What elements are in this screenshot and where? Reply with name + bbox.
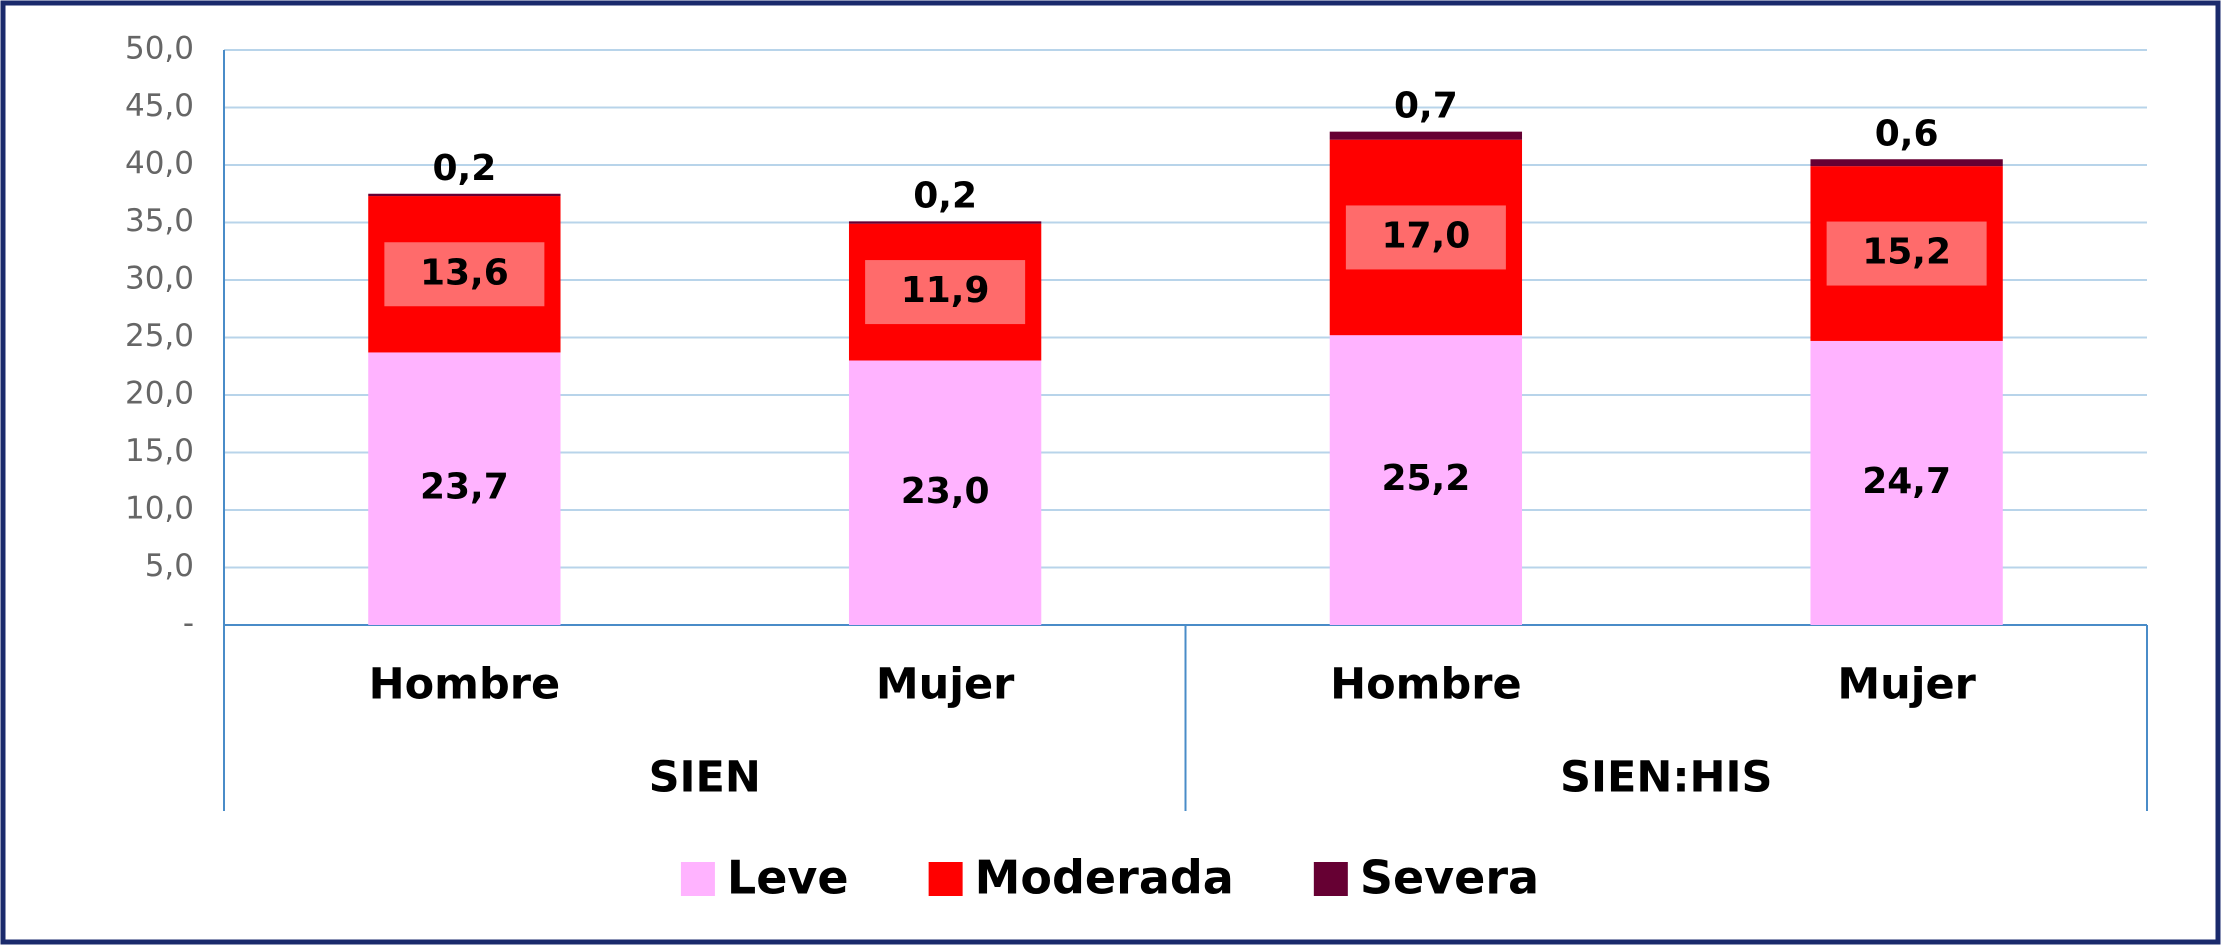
y-tick-label: 50,0 xyxy=(125,31,194,67)
bar-segment xyxy=(1810,340,2003,625)
legend-swatch xyxy=(928,862,963,896)
data-label: 0,7 xyxy=(1394,86,1458,127)
data-label: 13,6 xyxy=(420,252,509,293)
label-box xyxy=(1826,221,1987,286)
y-tick-label: 10,0 xyxy=(125,491,194,527)
bar-segment xyxy=(848,360,1042,625)
data-label: 25,2 xyxy=(1381,458,1470,499)
data-label: 0,6 xyxy=(1875,113,1939,154)
y-tick-label: - xyxy=(183,606,194,642)
x-tick-label: Mujer xyxy=(1837,660,1976,710)
legend-label: Moderada xyxy=(975,851,1234,905)
x-tick-label: Mujer xyxy=(876,660,1015,710)
y-tick-label: 5,0 xyxy=(145,548,194,584)
label-box xyxy=(1345,205,1506,270)
data-label: 23,7 xyxy=(420,467,509,508)
data-label: 23,0 xyxy=(901,471,990,512)
y-tick-label: 35,0 xyxy=(125,203,194,239)
y-tick-label: 45,0 xyxy=(125,88,194,124)
label-box xyxy=(384,242,545,307)
data-label: 11,9 xyxy=(901,270,990,311)
data-label: 0,2 xyxy=(913,175,977,216)
bar-segment xyxy=(368,193,561,197)
bar-segment xyxy=(1329,131,1523,140)
data-label: 0,2 xyxy=(432,148,496,189)
x-tick-label: Hombre xyxy=(369,660,560,710)
label-box xyxy=(865,260,1026,325)
y-tick-label: 40,0 xyxy=(125,146,194,182)
data-label: 24,7 xyxy=(1862,461,1951,502)
y-tick-label: 20,0 xyxy=(125,376,194,412)
group-label: SIEN:HIS xyxy=(1560,753,1772,803)
bar-segment xyxy=(1810,159,2003,167)
legend-label: Leve xyxy=(727,851,849,905)
bar-segment xyxy=(1329,335,1523,625)
y-tick-label: 15,0 xyxy=(125,433,194,469)
bar-segment xyxy=(368,352,561,625)
y-tick-label: 25,0 xyxy=(125,318,194,354)
data-label: 15,2 xyxy=(1862,232,1951,273)
bar-segment xyxy=(848,221,1042,224)
x-tick-label: Hombre xyxy=(1330,660,1521,710)
legend-swatch xyxy=(680,862,715,896)
legend-swatch xyxy=(1313,862,1348,896)
group-label: SIEN xyxy=(649,753,761,803)
y-tick-label: 30,0 xyxy=(125,261,194,297)
data-label: 17,0 xyxy=(1381,215,1470,256)
legend-label: Severa xyxy=(1360,851,1539,905)
